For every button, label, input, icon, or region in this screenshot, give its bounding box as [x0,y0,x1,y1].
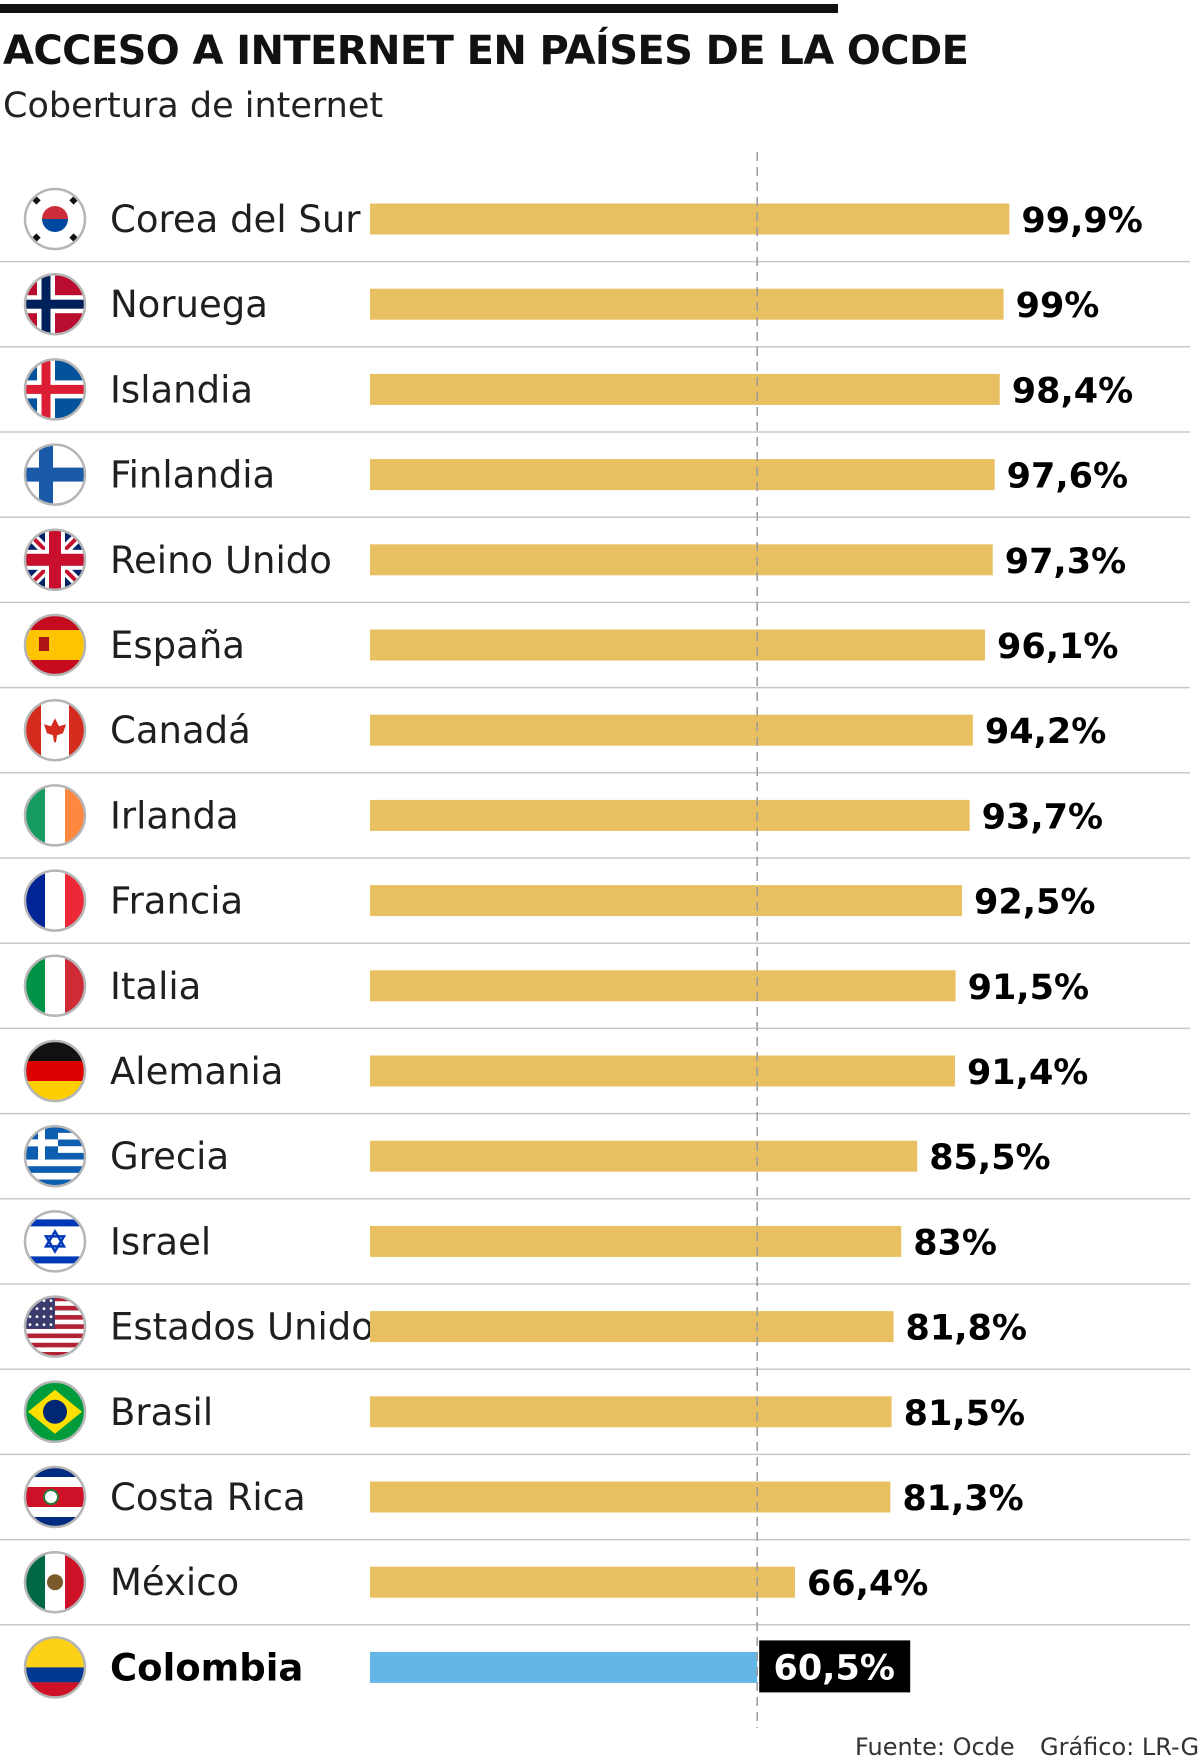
costa-rica-flag-icon [25,1467,85,1527]
bar-finlandia [370,459,995,491]
bar-canada [370,714,973,746]
value-label-brasil: 81,5% [904,1394,1025,1434]
south-korea-flag-icon [25,189,85,249]
colombia-flag-icon [25,1637,85,1698]
greece-flag-border [23,1124,87,1188]
spain-flag-border [23,613,87,677]
value-label-finlandia: 97,6% [1007,457,1128,497]
bar-irlanda [370,799,970,831]
value-label-grecia: 85,5% [929,1138,1050,1178]
finland-flag-border [23,443,87,506]
bar-mexico [370,1566,795,1598]
united-kingdom-flag-icon [25,529,85,590]
country-label-noruega: Noruega [110,283,268,326]
value-label-canada: 94,2% [985,712,1106,752]
country-label-irlanda: Irlanda [110,794,239,837]
united-states-flag-border [23,1295,87,1358]
highlight-value-box [759,1640,911,1693]
value-label-irlanda: 93,7% [982,797,1103,837]
value-label-corea-del-sur: 99,9% [1021,201,1142,241]
country-label-mexico: México [110,1561,239,1604]
country-label-alemania: Alemania [110,1050,283,1093]
norway-flag-border [23,272,87,336]
south-korea-flag-border [23,187,87,251]
source-note: Fuente: Ocde [855,1733,1015,1761]
brazil-flag-icon [25,1381,85,1442]
bar-brasil [370,1396,892,1428]
iceland-flag-border [23,358,87,421]
country-label-grecia: Grecia [110,1135,229,1178]
value-label-mexico: 66,4% [807,1564,928,1604]
country-label-espana: España [110,624,245,667]
country-label-estados-unidos: Estados Unidos [110,1306,393,1349]
country-label-finlandia: Finlandia [110,454,275,497]
value-label-noruega: 99% [1016,286,1100,326]
bar-francia [370,885,962,917]
country-label-israel: Israel [110,1220,211,1263]
chart-title: ACCESO A INTERNET EN PAÍSES DE LA OCDE [3,28,969,74]
israel-flag-border [23,1210,87,1273]
bar-noruega [370,288,1004,320]
credit-note: Gráfico: LR-GR [1040,1733,1200,1761]
bar-corea-del-sur [370,203,1010,235]
bar-islandia [370,373,1000,405]
value-label-israel: 83% [913,1223,997,1263]
bar-espana [370,629,986,661]
country-label-reino-unido: Reino Unido [110,539,332,582]
country-label-costa-rica: Costa Rica [110,1476,306,1519]
value-label-colombia: 60,5% [773,1648,894,1688]
canada-flag-border [23,698,87,762]
norway-flag-icon [25,274,85,335]
brazil-flag-border [23,1380,87,1444]
italy-flag-border [23,954,87,1018]
bar-israel [370,1225,902,1257]
value-label-francia: 92,5% [974,883,1095,923]
israel-flag-icon [25,1211,85,1272]
country-label-brasil: Brasil [110,1391,213,1434]
bar-estados-unidos [370,1311,894,1343]
value-label-islandia: 98,4% [1012,371,1133,411]
value-label-estados-unidos: 81,8% [906,1309,1027,1349]
value-label-alemania: 91,4% [967,1053,1088,1093]
country-label-italia: Italia [110,965,201,1008]
colombia-flag-border [23,1636,87,1699]
value-label-espana: 96,1% [997,627,1118,667]
chart-subtitle: Cobertura de internet [3,86,384,126]
title-rule [0,4,838,13]
united-kingdom-flag-border [23,528,87,592]
country-label-colombia: Colombia [110,1646,303,1689]
value-label-reino-unido: 97,3% [1005,542,1126,582]
spain-flag-icon [25,615,85,675]
finland-flag-icon [25,444,85,505]
ireland-flag-border [23,784,87,847]
value-label-costa-rica: 81,3% [902,1479,1023,1519]
germany-flag-border [23,1039,87,1103]
country-label-islandia: Islandia [110,368,253,411]
country-label-francia: Francia [110,880,243,923]
costa-rica-flag-border [23,1465,87,1529]
country-label-corea-del-sur: Corea del Sur [110,198,361,241]
france-flag-border [23,869,87,932]
bar-grecia [370,1140,918,1172]
bar-colombia [370,1651,758,1683]
bar-reino-unido [370,544,993,576]
country-label-canada: Canadá [110,709,251,752]
value-label-italia: 91,5% [968,968,1089,1008]
bar-alemania [370,1055,955,1087]
bar-costa-rica [370,1481,891,1513]
mexico-flag-border [23,1550,87,1614]
bar-italia [370,970,956,1002]
iceland-flag-icon [25,359,85,420]
